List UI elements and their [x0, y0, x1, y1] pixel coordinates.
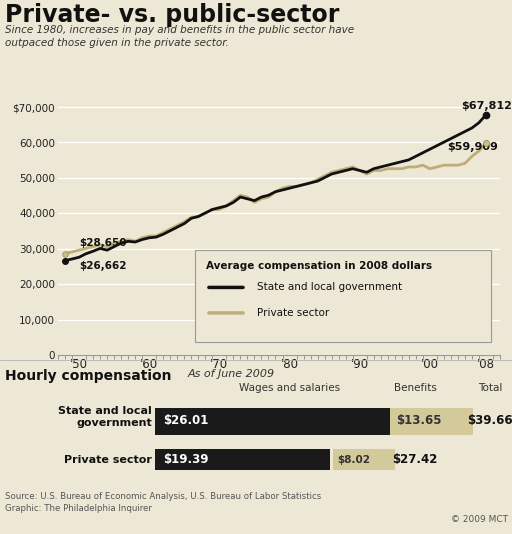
- Text: State and local government: State and local government: [257, 282, 402, 293]
- Text: State and local
government: State and local government: [58, 406, 152, 428]
- Text: Average compensation in 2008 dollars: Average compensation in 2008 dollars: [206, 261, 432, 271]
- Text: $27.42: $27.42: [392, 453, 438, 466]
- Text: Total: Total: [478, 382, 502, 392]
- FancyBboxPatch shape: [195, 250, 491, 342]
- FancyBboxPatch shape: [155, 409, 390, 435]
- Text: Private sector: Private sector: [64, 455, 152, 465]
- Text: $19.39: $19.39: [163, 453, 208, 466]
- Text: $26,662: $26,662: [79, 261, 126, 271]
- Text: $13.65: $13.65: [396, 414, 441, 427]
- Text: Source: U.S. Bureau of Economic Analysis, U.S. Bureau of Labor Statistics
Graphi: Source: U.S. Bureau of Economic Analysis…: [5, 492, 321, 513]
- Text: Benefits: Benefits: [394, 382, 436, 392]
- Text: Since 1980, increases in pay and benefits in the public sector have
outpaced tho: Since 1980, increases in pay and benefit…: [5, 25, 354, 48]
- Text: $26.01: $26.01: [163, 414, 208, 427]
- Text: $67,812: $67,812: [461, 101, 512, 111]
- Text: © 2009 MCT: © 2009 MCT: [451, 515, 508, 524]
- Text: Private sector: Private sector: [257, 308, 329, 318]
- Text: $39.66: $39.66: [467, 414, 512, 427]
- FancyBboxPatch shape: [155, 450, 330, 470]
- FancyBboxPatch shape: [390, 409, 473, 435]
- Text: $28,650: $28,650: [79, 238, 126, 248]
- FancyBboxPatch shape: [333, 450, 395, 470]
- Text: $59,909: $59,909: [447, 142, 498, 152]
- Text: Private- vs. public-sector: Private- vs. public-sector: [5, 3, 339, 27]
- Text: Hourly compensation: Hourly compensation: [5, 369, 172, 383]
- Text: $8.02: $8.02: [337, 455, 370, 465]
- Text: Wages and salaries: Wages and salaries: [240, 382, 340, 392]
- Text: As of June 2009: As of June 2009: [188, 369, 275, 379]
